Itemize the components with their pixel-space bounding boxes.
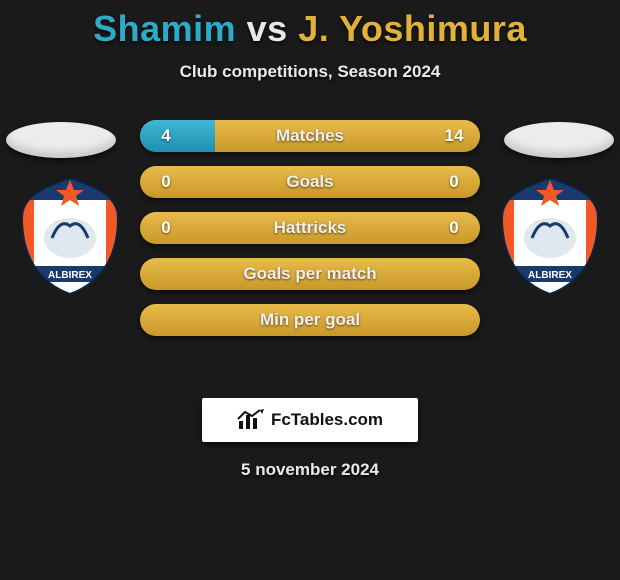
svg-text:ALBIREX: ALBIREX	[528, 270, 572, 281]
page-title: Shamim vs J. Yoshimura	[0, 8, 620, 50]
stat-bars: 4Matches140Goals00Hattricks0Goals per ma…	[140, 120, 480, 336]
stat-label: Matches	[178, 126, 442, 146]
stat-label: Hattricks	[178, 218, 442, 238]
title-vs: vs	[247, 8, 288, 49]
stat-value-p1: 0	[154, 172, 178, 192]
comparison-arena: ALBIREX ALBIREX 4Matches140Goals00Hattri…	[0, 120, 620, 380]
stat-label: Min per goal	[178, 310, 442, 330]
stat-label: Goals per match	[178, 264, 442, 284]
fctables-logo-text: FcTables.com	[271, 410, 383, 430]
stat-value-p1: 4	[154, 126, 178, 146]
stat-value-p2: 0	[442, 218, 466, 238]
title-player2: J. Yoshimura	[298, 8, 527, 49]
stat-bar: 4Matches14	[140, 120, 480, 152]
stat-value-p1: 0	[154, 218, 178, 238]
stat-value-p2: 14	[442, 126, 466, 146]
stat-bar: Min per goal	[140, 304, 480, 336]
svg-text:ALBIREX: ALBIREX	[48, 270, 92, 281]
stat-bar: 0Hattricks0	[140, 212, 480, 244]
stat-value-p2: 0	[442, 172, 466, 192]
stat-bar: 0Goals0	[140, 166, 480, 198]
club-crest-left: ALBIREX	[20, 178, 120, 294]
club-crest-right: ALBIREX	[500, 178, 600, 294]
fctables-logo[interactable]: FcTables.com	[202, 398, 418, 442]
pedestal-left	[6, 122, 116, 158]
title-player1: Shamim	[93, 8, 236, 49]
chart-bars-icon	[237, 409, 265, 431]
stat-bar: Goals per match	[140, 258, 480, 290]
pedestal-right	[504, 122, 614, 158]
snapshot-date: 5 november 2024	[0, 460, 620, 480]
subtitle: Club competitions, Season 2024	[0, 62, 620, 82]
stat-label: Goals	[178, 172, 442, 192]
